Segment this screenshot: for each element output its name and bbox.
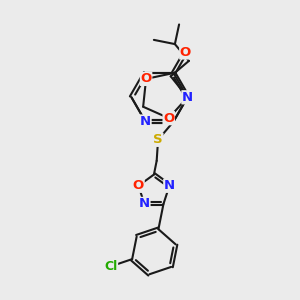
Text: N: N [182,91,193,104]
Text: S: S [153,133,163,146]
Text: O: O [133,179,144,192]
Text: O: O [180,46,191,59]
Text: Cl: Cl [104,260,118,273]
Text: N: N [139,197,150,210]
Text: N: N [140,115,151,128]
Text: N: N [164,179,175,192]
Text: O: O [163,112,174,124]
Text: O: O [140,72,152,86]
